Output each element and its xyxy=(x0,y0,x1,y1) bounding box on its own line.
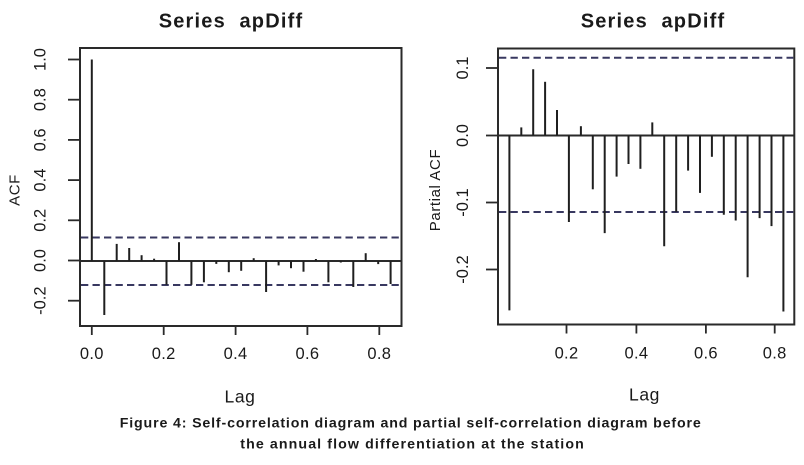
svg-text:the annual flow differentiatio: the annual flow differentiation at the s… xyxy=(240,437,585,453)
svg-text:0.0: 0.0 xyxy=(80,345,104,363)
svg-text:0.8: 0.8 xyxy=(763,345,787,363)
svg-text:Figure 4: Self-correlation dia: Figure 4: Self-correlation diagram and p… xyxy=(120,416,702,432)
svg-text:-0.2: -0.2 xyxy=(32,286,50,314)
svg-text:0.4: 0.4 xyxy=(32,169,50,192)
svg-text:-0.1: -0.1 xyxy=(454,188,472,216)
svg-text:Partial ACF: Partial ACF xyxy=(427,149,444,231)
svg-text:Series apDiff: Series apDiff xyxy=(159,11,304,33)
svg-text:1.0: 1.0 xyxy=(32,48,50,71)
svg-text:0.2: 0.2 xyxy=(152,345,176,363)
svg-text:0.1: 0.1 xyxy=(454,57,472,80)
svg-text:0.4: 0.4 xyxy=(624,345,648,363)
svg-text:0.6: 0.6 xyxy=(32,128,50,151)
svg-text:0.6: 0.6 xyxy=(694,345,718,363)
svg-text:0.6: 0.6 xyxy=(295,345,319,363)
svg-text:0.0: 0.0 xyxy=(32,249,50,272)
svg-text:0.2: 0.2 xyxy=(32,209,50,232)
svg-text:ACF: ACF xyxy=(7,174,24,206)
svg-text:0.0: 0.0 xyxy=(454,124,472,147)
svg-text:Lag: Lag xyxy=(629,385,660,405)
svg-text:0.2: 0.2 xyxy=(555,345,579,363)
svg-text:0.8: 0.8 xyxy=(32,88,50,111)
svg-text:-0.2: -0.2 xyxy=(454,255,472,283)
svg-text:Series apDiff: Series apDiff xyxy=(581,11,726,33)
svg-text:Lag: Lag xyxy=(225,387,256,407)
svg-text:0.4: 0.4 xyxy=(224,345,248,363)
svg-text:0.8: 0.8 xyxy=(367,345,391,363)
